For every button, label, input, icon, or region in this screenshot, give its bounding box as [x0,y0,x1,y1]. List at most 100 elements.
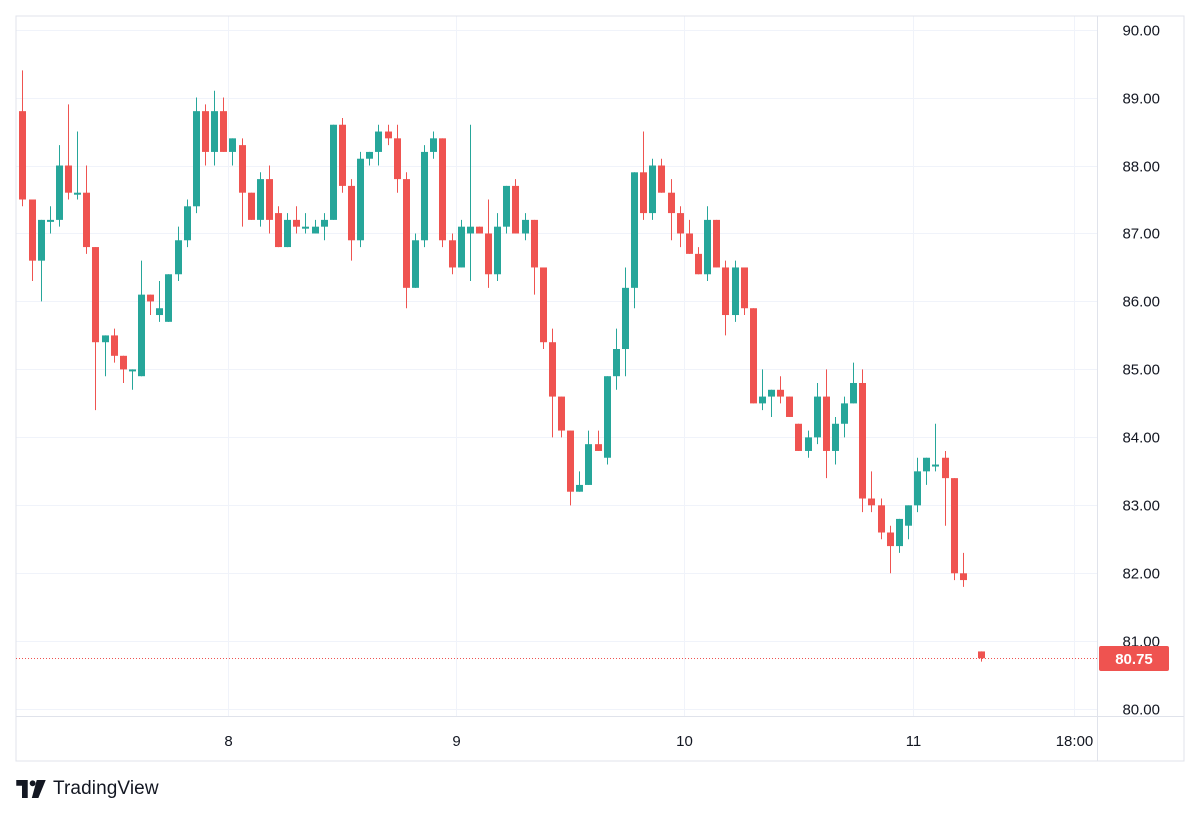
price-axis[interactable]: 90.00 89.00 88.00 87.00 86.00 85.00 84.00 83.00… [1122,23,1160,719]
candle-body-up [138,294,145,377]
time-tick-label: 11 [906,733,922,750]
candle-body-down [531,219,538,268]
candle-body-up [494,226,501,275]
candle-body-down [668,192,675,214]
price-tick-label: 90.00 [1122,23,1160,40]
candle-body-up [932,464,939,467]
candle-body-up [704,219,711,275]
candle-body-up [375,131,382,152]
candle-body-up [38,219,45,261]
candle-body-up [631,172,638,288]
candle-body-up [805,437,812,451]
brand-name: TradingView [53,778,159,799]
candle-body-up [193,111,200,207]
time-tick-label: 9 [452,733,460,750]
candle-body-up [165,274,172,322]
candle-body-up [184,206,191,241]
candle-body-up [330,124,337,220]
candle-body-up [923,457,930,472]
chart-border [15,15,1185,762]
candle-body-down [859,382,866,499]
last-price-tag: 80.75 [1099,646,1169,671]
candle-body-down [147,294,154,302]
candle-body-up [850,382,857,404]
candle-body-up [613,349,620,377]
last-price-label: 80.75 [1115,651,1153,668]
candle-body-down [202,111,209,152]
candle-body-down [266,179,273,220]
candle-body-down [595,444,602,451]
candle-body-down [558,396,565,431]
candle-body-up [312,226,319,234]
candles [19,70,985,662]
candle-body-down [722,267,729,316]
candle-body-up [604,376,611,458]
candle-body-down [220,111,227,152]
candle-body-down [960,573,967,581]
candle-body-up [905,505,912,526]
candle-body-down [951,478,958,574]
candle-body-down [248,192,255,220]
candle-body-down [385,131,392,139]
chart-background [0,0,1200,770]
candle-body-up [814,396,821,438]
candle-body-down [686,233,693,254]
candle-body-up [522,219,529,234]
candle-body-up [211,111,218,152]
candle-body-up [412,240,419,288]
candle-body-down [658,165,665,193]
candle-body-up [357,158,364,241]
tradingview-logo-icon [16,780,46,798]
candle-body-down [750,308,757,404]
candle-body-up [585,444,592,485]
candle-body-down [120,355,127,370]
candle-body-up [74,192,81,195]
candle-body-down [878,505,885,533]
candle-body-down [795,423,802,451]
time-tick-label: 18:00 [1056,733,1094,750]
candle-body-down [978,651,985,659]
candle-body-down [29,199,36,261]
candle-body-down [695,253,702,275]
candle-body-up [458,226,465,268]
candle-body-down [439,138,446,241]
brand[interactable]: TradingView [16,777,159,801]
candle-body-down [403,179,410,288]
candle-body-up [832,423,839,451]
candle-body-up [102,335,109,343]
price-chart[interactable]: 90.00 89.00 88.00 87.00 86.00 85.00 84.00 83.00… [0,0,1200,770]
time-tick-label: 8 [224,733,232,750]
candle-body-down [83,192,90,248]
candle-body-up [421,151,428,241]
price-tick-label: 87.00 [1122,226,1160,243]
candle-body-up [229,138,236,152]
candle-body-down [823,396,830,451]
candle-body-down [293,219,300,227]
candle-body-down [540,267,547,343]
candle-body-down [239,145,246,193]
candle-body-down [476,226,483,234]
candle-body-up [302,226,309,229]
candle-body-up [576,484,583,492]
candle-body-down [942,457,949,479]
candle-body-down [640,172,647,214]
candle-body-up [896,518,903,547]
price-tick-label: 88.00 [1122,159,1160,176]
candle-body-down [567,430,574,492]
candle-body-up [321,219,328,227]
candle-body-up [732,267,739,316]
price-tick-label: 86.00 [1122,294,1160,311]
candle-body-down [339,124,346,186]
price-tick-label: 83.00 [1122,498,1160,515]
candle-body-down [92,247,99,343]
candle-body-up [47,219,54,222]
candle-body-down [777,389,784,397]
time-axis[interactable]: 8 9 10 11 18:00 [224,733,1093,750]
candle-body-up [156,308,163,316]
candle-body-down [111,335,118,356]
candle-body-up [841,403,848,424]
candle-body-down [19,111,26,200]
candle-body-up [430,138,437,152]
time-tick-label: 10 [676,733,693,750]
candle-body-up [467,226,474,234]
